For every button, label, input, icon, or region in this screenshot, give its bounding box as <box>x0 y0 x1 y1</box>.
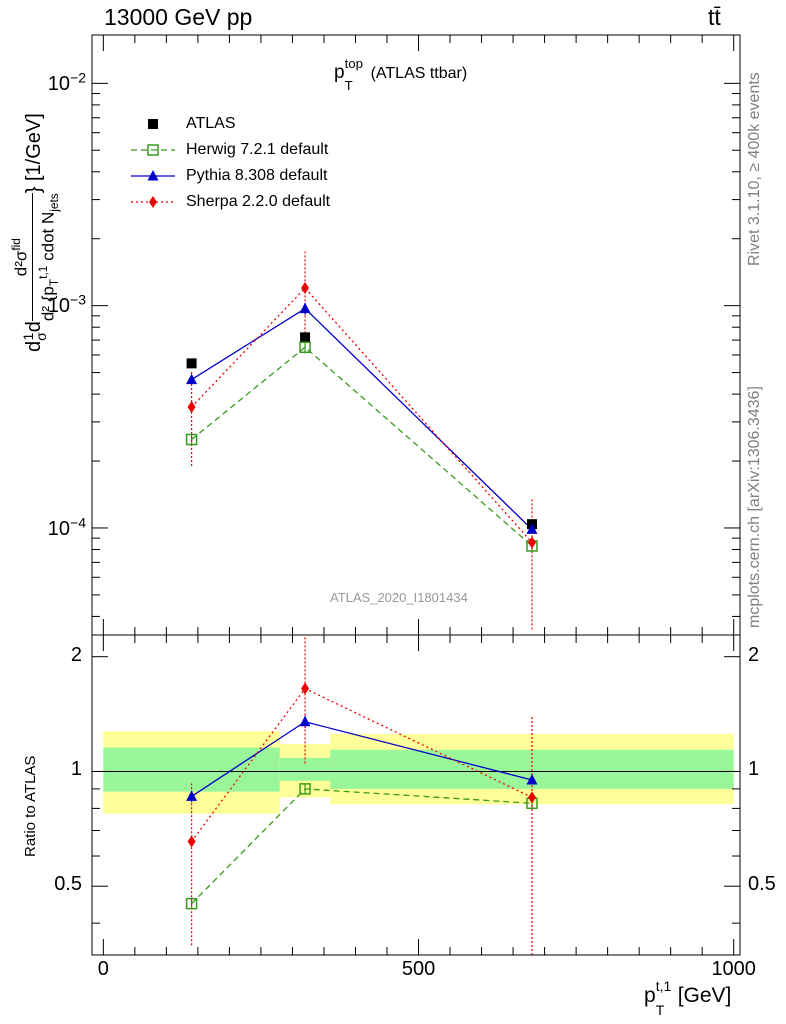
main-ytick-label-0: 10−4 <box>47 513 86 540</box>
ratio-uncertainty-bands <box>92 731 740 814</box>
xtick-label-2: 1000 <box>711 958 756 980</box>
ratio-point-herwig-0 <box>185 897 198 910</box>
ratio-point-sherpa-1 <box>301 682 310 695</box>
axis-ticks <box>92 35 740 955</box>
main-point-sherpa-0 <box>187 401 196 414</box>
ratio-ytick-label-left-2: 2 <box>70 643 82 666</box>
ratio-ytick-label-right-1: 1 <box>748 758 760 781</box>
ratio-band-inner-1 <box>279 757 331 781</box>
ratio-point-sherpa-0 <box>187 835 196 848</box>
main-line-sherpa <box>191 287 533 543</box>
ratio-ytick-label-right-2: 2 <box>748 643 760 666</box>
main-point-atlas-1 <box>300 332 311 343</box>
main-point-herwig-0 <box>185 433 198 446</box>
main-ytick-label-2: 10−2 <box>47 69 86 95</box>
ratio-frame <box>91 634 741 956</box>
energy-label: 13000 GeV pp <box>104 4 253 30</box>
legend-marker-atlas <box>148 119 158 129</box>
plot-frames <box>91 34 741 956</box>
ratio-ytick-label-left-1: 1 <box>70 758 82 781</box>
main-line-herwig <box>191 346 533 547</box>
legend-label-herwig: Herwig 7.2.1 default <box>186 141 329 158</box>
xtick-label-1: 500 <box>401 958 436 980</box>
main-point-pythia-0 <box>186 373 198 385</box>
legend-label-sherpa: Sherpa 2.2.0 default <box>186 193 331 210</box>
data-markers <box>185 282 538 910</box>
main-point-atlas-0 <box>186 358 197 369</box>
ratio-point-pythia-1 <box>299 715 311 727</box>
rivet-label: Rivet 3.1.10, ≥ 400k events <box>746 72 763 266</box>
ratio-ytick-label-right-0: 0.5 <box>748 873 776 896</box>
ratio-point-pythia-0 <box>186 790 198 801</box>
main-line-pythia <box>191 307 533 530</box>
analysis-watermark: ATLAS_2020_I1801434 <box>330 590 468 605</box>
ratio-y-axis-title: Ratio to ATLAS <box>22 755 39 857</box>
legend-marker-pythia <box>147 170 159 181</box>
main-point-sherpa-2 <box>527 536 536 549</box>
main-point-herwig-1 <box>299 341 311 353</box>
ratio-point-pythia-2 <box>526 773 538 785</box>
xtick-label-0: 0 <box>97 958 109 980</box>
ratio-ytick-label-left-0: 0.5 <box>54 873 82 896</box>
main-point-sherpa-1 <box>301 282 310 295</box>
legend-marker-sherpa <box>149 196 157 208</box>
process-label: tt̄ <box>708 4 721 30</box>
ratio-point-sherpa-2 <box>527 791 536 804</box>
legend-marker-herwig <box>147 144 159 156</box>
ratio-point-herwig-1 <box>299 783 311 795</box>
main-point-pythia-2 <box>526 523 538 534</box>
main-ytick-label-1: 10−3 <box>47 291 86 318</box>
main-point-pythia-1 <box>299 302 311 314</box>
legend-glyphs <box>131 119 175 208</box>
mcplots-label: mcplots.cern.ch [arXiv:1306.3436] <box>746 386 763 628</box>
legend-label-pythia: Pythia 8.308 default <box>186 167 328 184</box>
legend-label-atlas: ATLAS <box>186 115 236 132</box>
